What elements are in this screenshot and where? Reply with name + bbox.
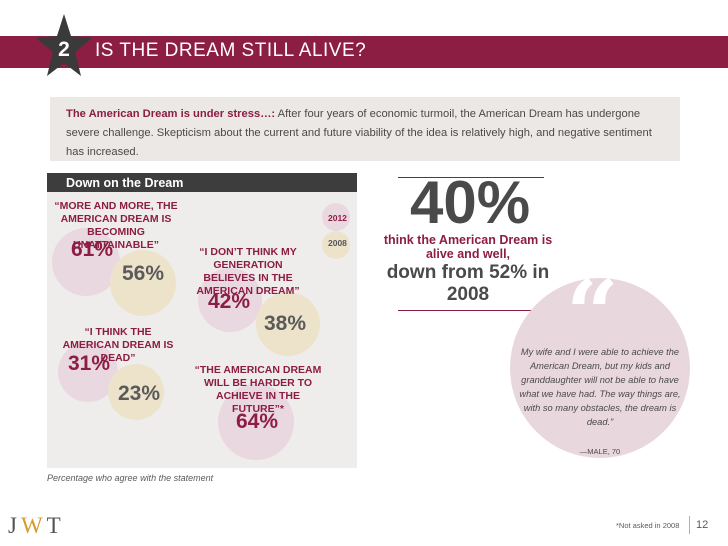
footer-note: *Not asked in 2008 xyxy=(616,521,680,530)
legend-2012-label: 2012 xyxy=(328,213,347,223)
bubble-dead-2008 xyxy=(108,364,164,420)
panel-title-bar xyxy=(47,173,357,192)
slide-number: 2 xyxy=(58,38,70,61)
big-stat-value: 40% xyxy=(409,169,531,236)
stat-comparison: down from 52% in 2008 xyxy=(386,262,550,305)
statement-generation-2012-value: 42% xyxy=(208,290,251,313)
page-number: 12 xyxy=(696,519,709,531)
legend-2008-swatch xyxy=(322,231,350,259)
statement-dead-2012-value: 31% xyxy=(68,352,111,375)
header-band xyxy=(0,36,728,68)
testimonial-source: —MALE, 70 xyxy=(579,447,621,456)
statement-dead-2008-value: 23% xyxy=(118,382,161,405)
stat-rule-bottom xyxy=(398,310,544,311)
testimonial-text: My wife and I were able to achieve the A… xyxy=(519,347,681,427)
statement-dead-quote: “I THINK THE AMERICAN DREAM IS DEAD” xyxy=(62,326,174,364)
statement-harder-quote: “THE AMERICAN DREAM WILL BE HARDER TO AC… xyxy=(194,364,322,415)
logo-letter-w: W xyxy=(20,513,47,538)
slide-title: IS THE DREAM STILL ALIVE? xyxy=(95,40,367,61)
stat-description: think the American Dream is alive and we… xyxy=(383,233,553,261)
bubble-unattainable-2008 xyxy=(110,250,176,316)
star-icon xyxy=(36,14,92,76)
bubble-generation-2012 xyxy=(198,268,262,332)
stat-rule-top xyxy=(398,177,544,178)
legend-2012-swatch xyxy=(322,203,350,231)
statement-generation-quote: “I DON’T THINK MY GENERATION BELIEVES IN… xyxy=(196,246,300,297)
statement-unattainable-quote: “MORE AND MORE, THE AMERICAN DREAM IS BE… xyxy=(54,200,178,251)
intro-lead: The American Dream is under stress…: xyxy=(66,108,276,120)
statement-unattainable-2008-value: 56% xyxy=(122,262,165,285)
logo-letter-t: T xyxy=(46,513,65,538)
panel-title: Down on the Dream xyxy=(66,176,184,190)
footer-divider xyxy=(689,516,690,534)
intro-box: The American Dream is under stress…: Aft… xyxy=(50,97,680,161)
bubble-harder-2012 xyxy=(218,384,294,460)
quotation-mark-icon: “ xyxy=(566,260,619,368)
jwt-logo: JWT xyxy=(8,513,65,539)
intro-body: After four years of economic turmoil, th… xyxy=(66,108,652,158)
statement-generation-2008-value: 38% xyxy=(264,312,307,335)
statement-unattainable-2012-value: 61% xyxy=(71,238,114,261)
statement-harder-2012-value: 64% xyxy=(236,410,279,433)
legend-2008-label: 2008 xyxy=(328,238,347,248)
panel-footnote: Percentage who agree with the statement xyxy=(47,473,214,483)
testimonial-circle xyxy=(510,278,690,458)
bubble-generation-2008 xyxy=(256,292,320,356)
logo-letter-j: J xyxy=(8,513,21,538)
bubble-unattainable-2012 xyxy=(52,228,120,296)
